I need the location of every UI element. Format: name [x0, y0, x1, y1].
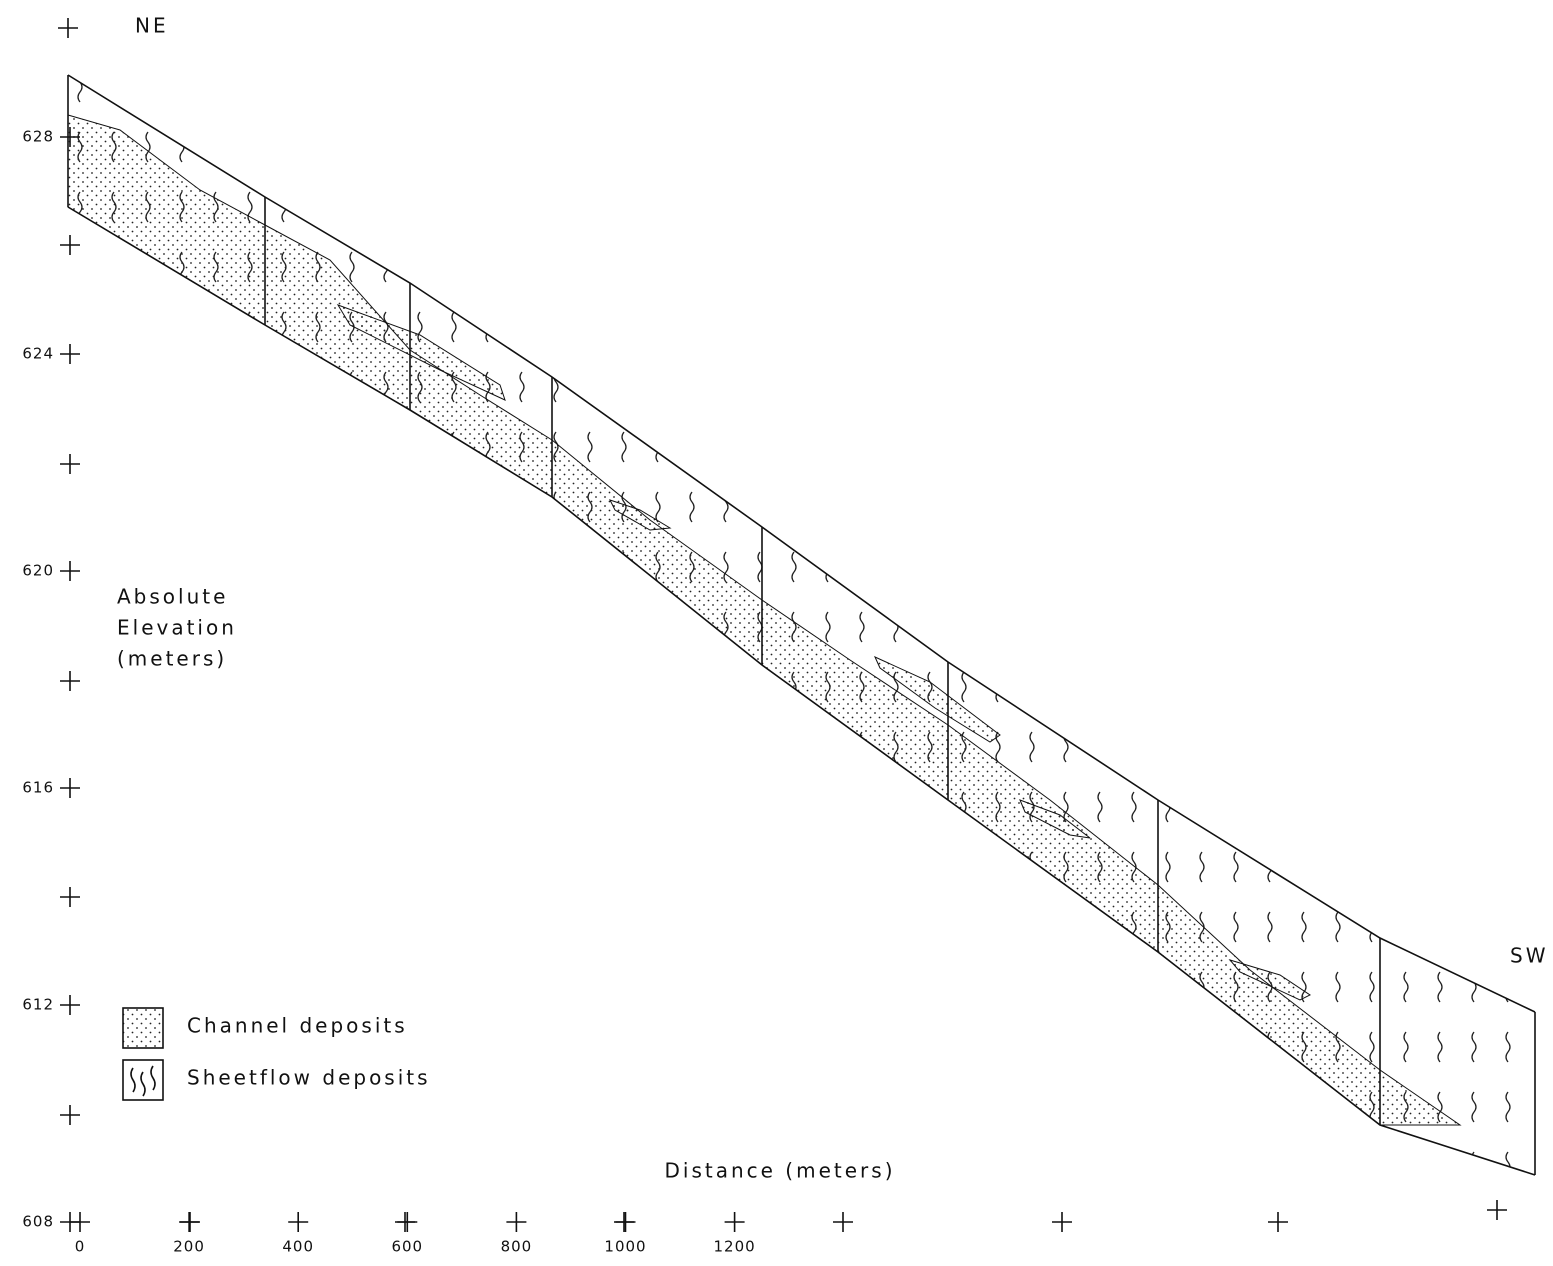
x-tick-label: 200 [173, 1238, 205, 1256]
x-tick-label: 0 [75, 1238, 86, 1256]
direction-label: SW [1510, 944, 1548, 968]
tick-cross [60, 995, 80, 1015]
tick-cross [60, 778, 80, 798]
axis-label: Elevation [117, 616, 237, 640]
cross-section: NE SW Absolute Elevation (meters) Distan… [0, 0, 1553, 1266]
x-tick-label: 600 [391, 1238, 423, 1256]
tick-cross [70, 1212, 90, 1232]
y-tick-label: 612 [22, 996, 54, 1014]
axis-label: Distance (meters) [665, 1159, 896, 1183]
tick-cross [288, 1212, 308, 1232]
y-tick-label: 616 [22, 779, 54, 797]
tick-cross [397, 1212, 417, 1232]
axis-label: Absolute [117, 585, 228, 609]
tick-cross [179, 1212, 199, 1232]
section [68, 75, 1535, 1175]
y-tick-label: 608 [22, 1213, 54, 1231]
tick-cross [60, 561, 80, 581]
tick-cross [616, 1212, 636, 1232]
legend-swatch [123, 1008, 163, 1048]
tick-cross [60, 344, 80, 364]
x-tick-label: 800 [501, 1238, 533, 1256]
legend-label: Sheetflow deposits [187, 1066, 431, 1090]
axis-label: (meters) [117, 647, 227, 671]
tick-cross [725, 1212, 745, 1232]
y-tick-label: 620 [22, 562, 54, 580]
x-tick-label: 400 [282, 1238, 314, 1256]
legend-swatch [123, 1060, 163, 1100]
tick-cross [506, 1212, 526, 1232]
y-tick-label: 628 [22, 128, 54, 146]
y-tick-label: 624 [22, 345, 54, 363]
legend-label: Channel deposits [187, 1014, 408, 1038]
direction-label: NE [135, 14, 169, 38]
x-tick-label: 1000 [604, 1238, 646, 1256]
x-tick-label: 1200 [714, 1238, 756, 1256]
